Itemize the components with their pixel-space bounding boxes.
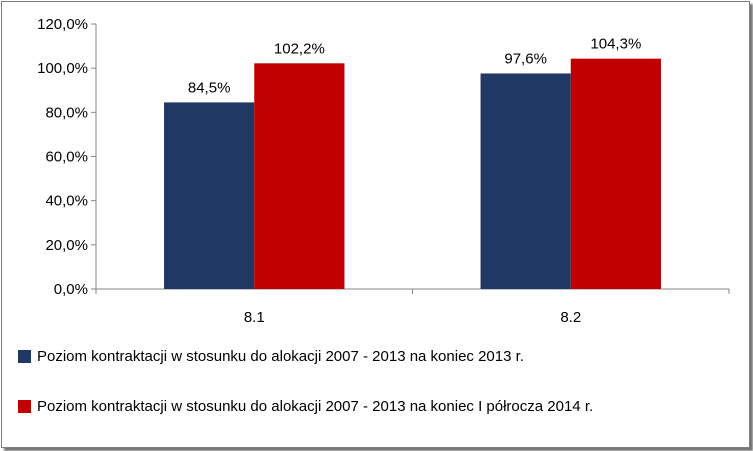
data-label: 102,2% xyxy=(274,40,325,57)
legend-item-series-2: Poziom kontraktacji w stosunku do alokac… xyxy=(18,396,593,416)
bar-series-1-8-2 xyxy=(480,73,571,289)
y-tick-label: 60,0% xyxy=(45,149,88,166)
y-tick-label: 80,0% xyxy=(45,104,88,121)
y-tick-label: 0,0% xyxy=(54,281,88,298)
legend-item-series-1: Poziom kontraktacji w stosunku do alokac… xyxy=(18,346,593,366)
legend: Poziom kontraktacji w stosunku do alokac… xyxy=(18,346,593,446)
y-tick-label: 20,0% xyxy=(45,237,88,254)
data-label: 104,3% xyxy=(590,36,641,53)
bar-series-1-8-1 xyxy=(164,102,255,289)
x-tick-label: 8.1 xyxy=(244,309,265,326)
y-tick-label: 120,0% xyxy=(37,16,88,33)
legend-swatch-series-1 xyxy=(18,349,31,363)
data-label: 84,5% xyxy=(188,79,231,96)
data-label: 97,6% xyxy=(504,50,547,67)
x-tick-label: 8.2 xyxy=(560,309,581,326)
legend-swatch-series-2 xyxy=(18,399,31,413)
y-tick-label: 100,0% xyxy=(37,60,88,77)
legend-label-series-1: Poziom kontraktacji w stosunku do alokac… xyxy=(37,347,524,365)
bar-series-2-8-2 xyxy=(570,58,661,289)
bar-series-2-8-1 xyxy=(254,63,345,289)
legend-label-series-2: Poziom kontraktacji w stosunku do alokac… xyxy=(37,397,594,415)
y-tick-label: 40,0% xyxy=(45,193,88,210)
